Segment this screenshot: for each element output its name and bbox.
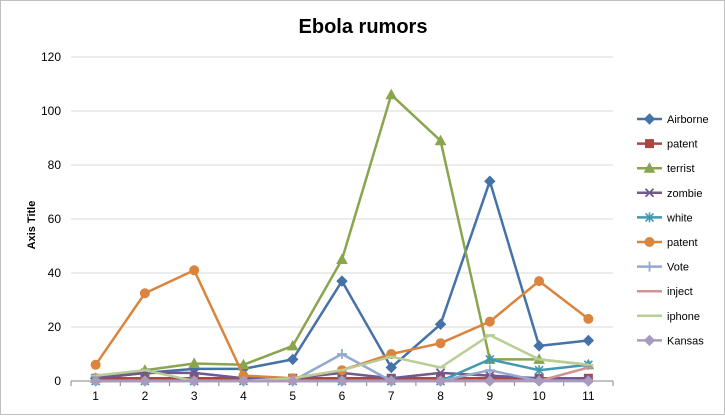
data-point — [582, 375, 595, 387]
data-point — [533, 375, 545, 387]
x-tick-label: 11 — [582, 389, 595, 403]
data-point — [237, 375, 250, 387]
y-axis-title: Axis Title — [26, 201, 38, 250]
legend-label: zombie — [667, 188, 702, 200]
x-tick-label: 6 — [339, 389, 346, 403]
series-line — [95, 93, 589, 380]
data-point — [385, 361, 397, 374]
data-point — [188, 375, 200, 387]
legend-label: white — [666, 212, 693, 224]
data-point — [435, 338, 446, 349]
y-tick-label: 60 — [48, 212, 62, 226]
legend-item: patent — [637, 237, 698, 249]
data-point — [188, 357, 201, 368]
data-point — [484, 175, 496, 187]
legend-label: terrist — [667, 163, 695, 175]
legend-label: Vote — [667, 262, 689, 274]
x-tick-label: 10 — [532, 389, 546, 403]
legend-item: Kansas — [637, 334, 704, 347]
data-point — [485, 354, 495, 365]
data-point — [336, 275, 348, 287]
axes: 0 20 40 60 80 100 120 1 2 3 4 5 6 7 8 9 10 11 — [41, 50, 614, 403]
series-kansas-9 — [89, 375, 595, 387]
legend-marker — [643, 113, 656, 125]
data-point — [583, 313, 594, 324]
legend-item: Vote — [637, 261, 689, 274]
data-point — [287, 375, 299, 387]
legend: Airborne patent terrist zombie white patent Vo… — [637, 113, 709, 347]
legend-item: zombie — [637, 188, 702, 200]
legend-marker — [644, 237, 655, 247]
x-tick-label: 1 — [92, 389, 99, 403]
legend-label: Kansas — [667, 335, 704, 347]
data-point — [582, 334, 595, 347]
legend-item: patent — [637, 139, 698, 151]
legend-marker — [643, 334, 656, 347]
data-point — [89, 375, 102, 387]
data-point — [189, 368, 199, 378]
series-terrist-2 — [89, 88, 595, 383]
legend-label: iphone — [667, 311, 700, 323]
data-point — [336, 375, 348, 387]
data-point — [189, 265, 200, 276]
y-tick-label: 20 — [48, 320, 62, 334]
data-point — [139, 375, 151, 387]
legend-label: patent — [667, 139, 698, 151]
data-point — [237, 358, 250, 370]
data-point — [337, 349, 347, 359]
legend-item: iphone — [637, 311, 700, 323]
y-tick-label: 80 — [48, 158, 62, 172]
data-point — [484, 316, 495, 327]
data-point — [287, 353, 299, 366]
data-point — [484, 375, 496, 387]
x-tick-label: 2 — [142, 389, 149, 403]
series-lines — [89, 88, 595, 387]
data-point — [336, 253, 348, 264]
data-point — [533, 340, 545, 352]
x-tick-label: 8 — [437, 389, 444, 403]
data-point — [534, 276, 545, 287]
data-point — [286, 339, 299, 351]
data-point — [435, 368, 446, 378]
x-tick-label: 3 — [191, 389, 198, 403]
gridlines — [71, 56, 613, 328]
y-tick-label: 120 — [41, 50, 61, 64]
legend-marker — [645, 139, 654, 149]
legend-marker — [644, 212, 655, 223]
data-point — [90, 359, 101, 370]
y-tick-label: 40 — [48, 266, 62, 280]
data-point — [434, 318, 447, 331]
data-point — [385, 375, 397, 387]
x-tick-label: 9 — [486, 389, 493, 403]
x-tick-label: 7 — [388, 389, 395, 403]
legend-label: Airborne — [667, 114, 709, 126]
data-point — [139, 288, 150, 299]
data-point — [385, 88, 398, 100]
legend-label: inject — [667, 286, 693, 298]
legend-marker — [644, 188, 655, 198]
data-point — [434, 375, 447, 387]
data-point — [484, 365, 495, 376]
legend-item: white — [637, 212, 693, 224]
x-tick-label: 4 — [240, 389, 247, 403]
y-tick-label: 100 — [41, 104, 61, 118]
legend-item: terrist — [637, 162, 695, 175]
chart-title: Ebola rumors — [299, 16, 428, 38]
legend-marker — [644, 261, 655, 272]
x-tick-label: 5 — [289, 389, 296, 403]
legend-label: patent — [667, 237, 698, 249]
data-point — [534, 365, 544, 376]
legend-item: Airborne — [637, 113, 709, 126]
legend-item: inject — [637, 286, 693, 298]
legend-marker — [643, 162, 656, 173]
data-point — [434, 134, 447, 146]
y-tick-label: 0 — [54, 374, 61, 388]
